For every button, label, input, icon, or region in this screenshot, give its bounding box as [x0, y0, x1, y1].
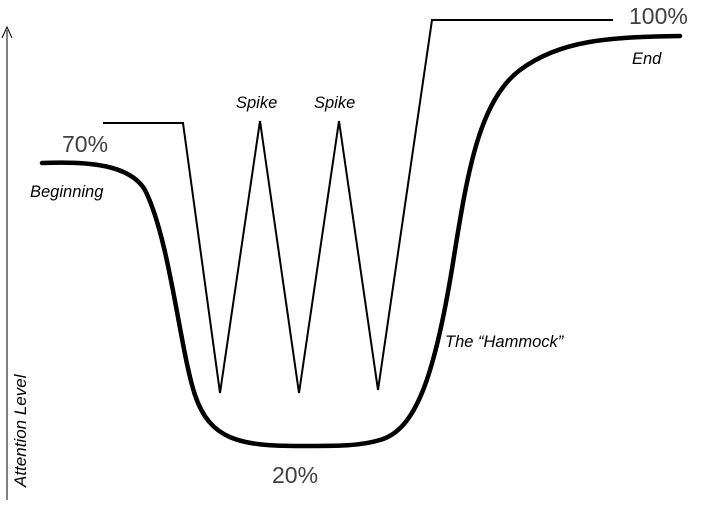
- low-level-label: 20%: [272, 462, 318, 488]
- start-level-label: 70%: [62, 131, 108, 157]
- spike-line: [103, 19, 613, 394]
- beginning-label: Beginning: [30, 183, 104, 201]
- attention-curve: [39, 33, 683, 449]
- hammock-label: The “Hammock”: [445, 333, 565, 351]
- y-axis-label: Attention Level: [11, 373, 30, 488]
- y-axis-arrow-icon: [1, 25, 13, 39]
- spike-label-1: Spike: [236, 94, 277, 112]
- spike-label-2: Spike: [314, 94, 355, 112]
- y-axis: [1, 25, 13, 500]
- end-level-label: 100%: [629, 3, 688, 29]
- end-label: End: [632, 50, 662, 68]
